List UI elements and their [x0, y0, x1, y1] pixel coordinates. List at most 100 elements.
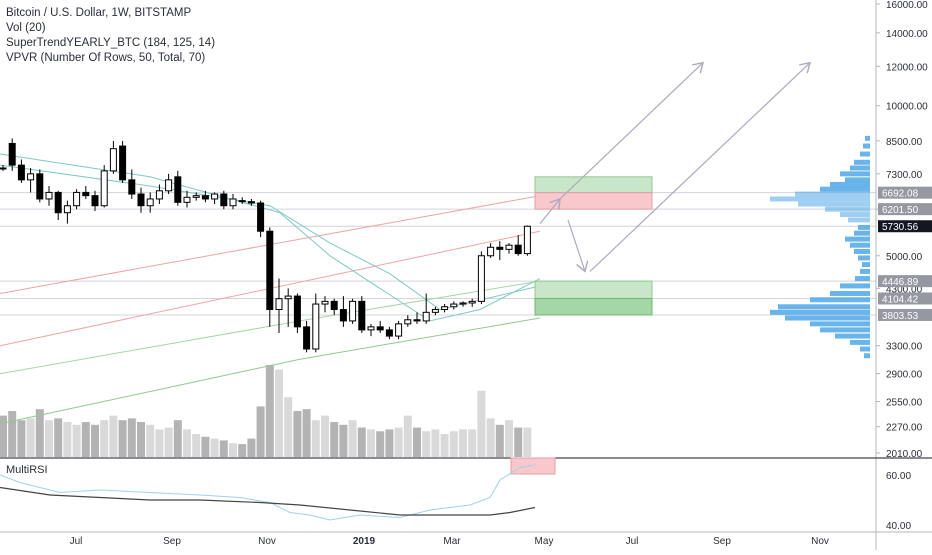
price-badge-label: 4104.42	[882, 294, 919, 305]
candle-body[interactable]	[211, 193, 219, 200]
candle-body[interactable]	[174, 176, 182, 203]
zone-dark_green[interactable]	[534, 297, 653, 316]
vpvr-bar	[785, 315, 870, 321]
candle-body[interactable]	[119, 145, 127, 181]
zone-red[interactable]	[534, 192, 653, 210]
candle-body[interactable]	[413, 319, 421, 322]
candle-body[interactable]	[514, 244, 522, 255]
candle-body[interactable]	[109, 148, 117, 172]
volume-bar	[311, 420, 320, 457]
supertrend-indicator-label[interactable]: SuperTrendYEARLY_BTC (184, 125, 14)	[6, 37, 216, 49]
candle-body[interactable]	[100, 170, 108, 207]
projection-arrow[interactable]	[589, 63, 810, 272]
price-badge-label: 5730.56	[882, 222, 919, 233]
projection-arrow[interactable]	[539, 199, 560, 225]
vpvr-bar	[864, 353, 870, 359]
vpvr-bar	[840, 171, 870, 177]
candle-body[interactable]	[73, 191, 81, 207]
vpvr-bar	[850, 242, 870, 248]
vpvr-bar	[840, 283, 870, 289]
rsi-indicator-label[interactable]: MultiRSI	[6, 464, 48, 476]
candle-body[interactable]	[91, 195, 99, 207]
candle-body[interactable]	[8, 142, 16, 166]
price-badge-label: 6201.50	[882, 205, 919, 216]
vpvr-indicator-label[interactable]: VPVR (Number Of Rows, 50, Total, 70)	[6, 52, 206, 64]
candle-body[interactable]	[17, 164, 25, 181]
volume-bar	[8, 411, 17, 457]
candle-body[interactable]	[404, 319, 412, 325]
candle-body[interactable]	[0, 167, 7, 170]
candle-body[interactable]	[128, 179, 136, 195]
candle-body[interactable]	[183, 196, 191, 203]
vpvr-bar	[795, 191, 870, 197]
candle-body[interactable]	[165, 179, 173, 192]
candle-body[interactable]	[395, 323, 403, 337]
candle-body[interactable]	[477, 255, 485, 302]
vpvr-bar	[858, 255, 870, 261]
candle-body[interactable]	[284, 295, 292, 300]
candle-body[interactable]	[505, 244, 513, 250]
volume-bar	[367, 429, 375, 457]
candle-body[interactable]	[349, 300, 357, 322]
volume-bar	[403, 415, 412, 457]
candle-body[interactable]	[293, 295, 301, 328]
candle-body[interactable]	[63, 205, 71, 214]
candle-body[interactable]	[303, 326, 311, 350]
candle-body[interactable]	[459, 302, 467, 305]
vpvr-bar	[845, 177, 870, 183]
candle-body[interactable]	[146, 198, 154, 207]
candle-body[interactable]	[450, 303, 458, 308]
candle-body[interactable]	[238, 200, 246, 203]
price-tick-label: 3300.00	[886, 342, 923, 353]
rsi-overbought-zone	[510, 457, 556, 475]
candle-body[interactable]	[27, 173, 35, 181]
candle-body[interactable]	[487, 246, 495, 257]
candle-body[interactable]	[468, 300, 476, 304]
candle-body[interactable]	[45, 191, 53, 200]
candle-body[interactable]	[376, 326, 384, 331]
vpvr-bar	[778, 304, 870, 310]
candle-body[interactable]	[496, 246, 504, 250]
candle-body[interactable]	[82, 191, 90, 197]
candle-body[interactable]	[339, 309, 347, 322]
zone-green[interactable]	[534, 280, 653, 299]
candle-body[interactable]	[431, 309, 439, 313]
price-badge	[878, 292, 932, 305]
rsi-fast-line	[0, 464, 536, 521]
zone-green[interactable]	[534, 176, 653, 194]
candle-body[interactable]	[312, 303, 320, 350]
candle-body[interactable]	[155, 190, 163, 200]
symbol-title[interactable]: Bitcoin / U.S. Dollar, 1W, BITSTAMP	[6, 7, 192, 19]
volume-bar	[339, 424, 348, 457]
candle-body[interactable]	[36, 173, 44, 200]
candle-body[interactable]	[201, 195, 209, 200]
candle-body[interactable]	[385, 329, 393, 337]
candle-body[interactable]	[54, 191, 62, 214]
candle-body[interactable]	[330, 300, 338, 311]
candle-body[interactable]	[229, 198, 237, 207]
projection-arrow[interactable]	[567, 219, 585, 272]
candle-body[interactable]	[275, 298, 283, 311]
vpvr-bar	[840, 211, 870, 217]
candle-body[interactable]	[220, 193, 228, 207]
vpvr-bar	[810, 321, 870, 327]
candle-body[interactable]	[367, 326, 375, 331]
candle-body[interactable]	[441, 306, 449, 311]
volume-bar	[26, 418, 35, 457]
candle-body[interactable]	[247, 201, 255, 204]
volume-bar	[63, 422, 72, 457]
candle-body[interactable]	[192, 195, 200, 198]
candle-body[interactable]	[321, 300, 329, 305]
candle-body[interactable]	[266, 230, 274, 311]
candle-body[interactable]	[422, 311, 430, 322]
candle-body[interactable]	[523, 225, 531, 255]
volume-bar	[173, 420, 182, 457]
volume-bar	[413, 427, 421, 457]
volume-indicator-label[interactable]: Vol (20)	[6, 22, 46, 34]
candle-body[interactable]	[137, 193, 145, 207]
candle-body[interactable]	[358, 300, 366, 331]
volume-bar	[81, 422, 90, 457]
projection-arrow[interactable]	[559, 63, 703, 200]
candle-body[interactable]	[257, 202, 265, 232]
